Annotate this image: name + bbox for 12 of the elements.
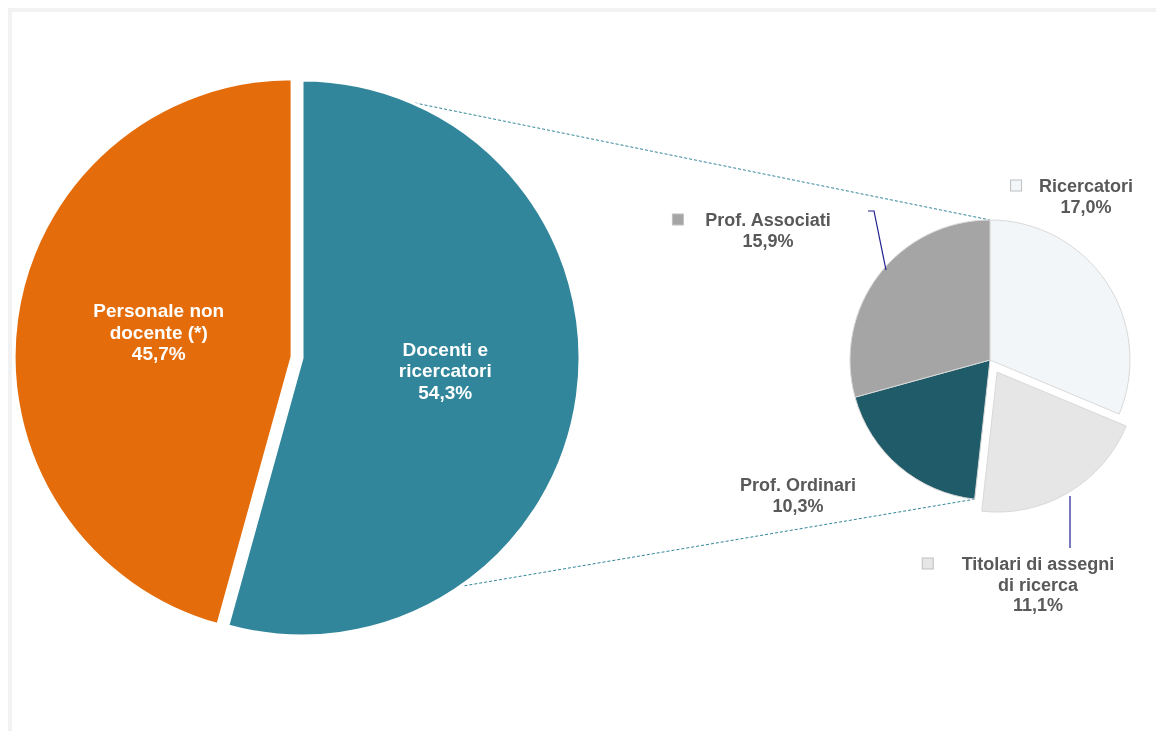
slice-label: Personale non docente (*): [93, 299, 225, 343]
slice-label: Prof. Ordinari: [739, 475, 857, 495]
slice-label: Ricercatori: [1038, 176, 1134, 196]
data-label: 10,3%: [772, 495, 824, 516]
data-label: 45,7%: [131, 343, 186, 365]
slice-label: Docenti e ricercatori: [398, 338, 492, 382]
data-label: 17,0%: [1060, 196, 1112, 217]
data-label: 15,9%: [742, 230, 794, 251]
legend-label: Titolari di assegni di ricerca: [961, 554, 1115, 595]
legend-label: Prof. Associati: [705, 210, 831, 230]
data-label: 11,1%: [1012, 595, 1064, 616]
data-label: 54,3%: [418, 382, 473, 404]
